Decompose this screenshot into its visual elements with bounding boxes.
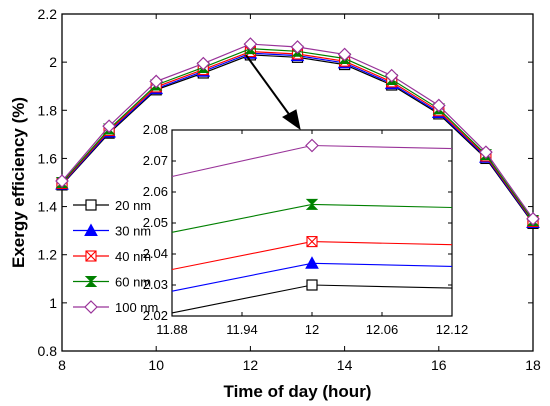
main-y-tick-label: 1.4 bbox=[38, 199, 58, 215]
inset-y-tick-label: 2.08 bbox=[143, 122, 168, 137]
inset-y-tick-label: 2.06 bbox=[143, 184, 168, 199]
inset-x-tick-label: 11.88 bbox=[156, 322, 188, 337]
main-series-4-point bbox=[337, 47, 352, 62]
legend-label: 40 nm bbox=[115, 249, 151, 264]
main-y-axis-label: Exergy efficiency (%) bbox=[9, 97, 28, 268]
inset-series-3-point bbox=[305, 198, 319, 210]
main-series-4-point bbox=[526, 211, 540, 226]
inset-series-4-point bbox=[305, 138, 319, 153]
main-series-4-point bbox=[290, 40, 305, 54]
legend-swatch-marker bbox=[85, 199, 97, 211]
main-series-4-point bbox=[149, 74, 164, 89]
main-y-tick-label: 1.2 bbox=[38, 247, 58, 263]
legend-swatch-marker bbox=[84, 300, 98, 314]
main-series-4-point bbox=[431, 98, 446, 113]
legend-item-0: 20 nm bbox=[73, 198, 151, 213]
main-x-tick-label: 16 bbox=[431, 357, 447, 373]
zoom-arrow-head bbox=[282, 109, 301, 131]
inset-x-tick-label: 11.94 bbox=[226, 322, 258, 337]
inset-series-1-point bbox=[305, 256, 319, 269]
main-series-4-point bbox=[102, 119, 116, 134]
inset-y-tick-label: 2.02 bbox=[143, 308, 168, 323]
inset-series-2-point bbox=[306, 236, 318, 248]
legend-label: 60 nm bbox=[115, 275, 151, 290]
legend-item-1: 30 nm bbox=[73, 223, 151, 239]
legend-label: 20 nm bbox=[115, 198, 151, 213]
main-y-tick-label: 2 bbox=[49, 54, 57, 70]
main-y-tick-label: 1.6 bbox=[38, 150, 58, 166]
main-x-tick-label: 8 bbox=[58, 357, 66, 373]
inset-y-tick-label: 2.05 bbox=[143, 215, 168, 230]
main-x-axis-label: Time of day (hour) bbox=[224, 382, 372, 401]
legend-label: 30 nm bbox=[115, 224, 151, 239]
zoom-arrow-line bbox=[245, 54, 292, 118]
main-x-tick-label: 18 bbox=[525, 357, 541, 373]
legend-swatch-marker bbox=[85, 250, 97, 262]
main-y-tick-label: 2.2 bbox=[38, 6, 58, 22]
main-series-4-point bbox=[196, 56, 211, 71]
inset-y-tick-label: 2.04 bbox=[143, 246, 168, 261]
main-x-tick-label: 12 bbox=[243, 357, 259, 373]
inset-x-tick-label: 12.12 bbox=[436, 322, 469, 337]
main-y-tick-label: 1 bbox=[49, 295, 57, 311]
inset-series-2-point-cross bbox=[306, 236, 318, 247]
legend-swatch-marker bbox=[84, 223, 98, 236]
inset-x-tick-label: 12 bbox=[305, 322, 319, 337]
main-series-4-point bbox=[384, 68, 399, 83]
main-y-tick-label: 0.8 bbox=[38, 343, 58, 359]
inset-x-tick-label: 12.06 bbox=[366, 322, 399, 337]
legend-label: 100 nm bbox=[115, 300, 158, 315]
inset-y-tick-label: 2.07 bbox=[143, 153, 168, 168]
legend-item-4: 100 nm bbox=[73, 300, 158, 315]
main-x-tick-label: 10 bbox=[148, 357, 164, 373]
main-x-tick-label: 14 bbox=[337, 357, 353, 373]
legend-swatch-marker-cross bbox=[85, 250, 97, 262]
legend-item-3: 60 nm bbox=[73, 275, 151, 290]
main-series-4-point bbox=[55, 174, 69, 188]
main-y-tick-label: 1.8 bbox=[38, 102, 58, 118]
legend-swatch-marker bbox=[84, 276, 98, 287]
legend-item-2: 40 nm bbox=[73, 249, 151, 264]
main-series-4-point bbox=[479, 145, 493, 160]
inset-series-0-point bbox=[306, 279, 318, 291]
main-series-4-point bbox=[243, 37, 258, 51]
inset-y-tick-label: 2.03 bbox=[143, 277, 168, 292]
